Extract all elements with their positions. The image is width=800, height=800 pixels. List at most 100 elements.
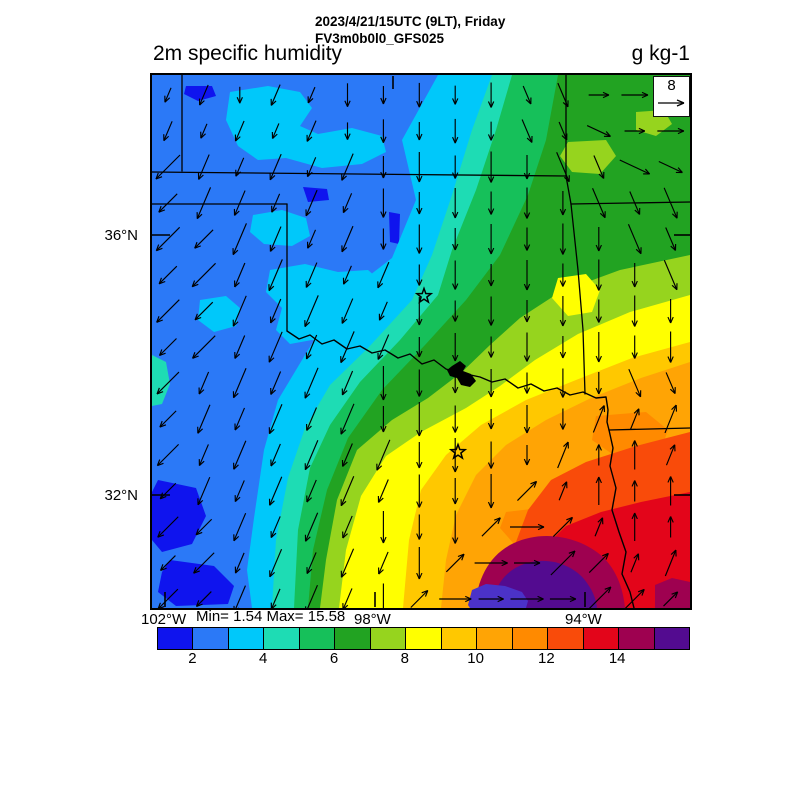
- wind-arrow: [380, 511, 387, 544]
- wind-arrow: [667, 476, 674, 506]
- wind-arrow: [592, 188, 606, 219]
- wind-arrow: [552, 516, 573, 537]
- wind-arrow: [523, 187, 531, 219]
- wind-arrow: [305, 189, 318, 217]
- wind-arrow: [380, 156, 387, 179]
- wind-arrow: [159, 482, 177, 500]
- wind-arrow: [380, 366, 387, 401]
- wind-arrow: [658, 160, 683, 174]
- wind-arrow: [665, 227, 677, 251]
- wind-arrow: [270, 516, 281, 539]
- wind-vector-layer: [155, 82, 685, 608]
- wind-arrow: [621, 91, 649, 99]
- wind-arrow: [628, 368, 642, 398]
- wind-arrow: [667, 299, 674, 324]
- wind-arrow: [416, 547, 423, 580]
- colorbar-cell: [441, 628, 478, 649]
- lat-label-32n: 32°N: [104, 487, 138, 504]
- wind-arrow: [559, 368, 567, 398]
- wind-arrow: [487, 474, 495, 509]
- wind-arrow: [452, 373, 459, 394]
- wind-arrow: [380, 228, 387, 250]
- colorbar-tick-label: 2: [188, 650, 197, 667]
- wind-arrow: [304, 295, 319, 328]
- wind-arrow: [588, 91, 610, 99]
- map-frame: [150, 73, 692, 610]
- wind-arrow: [344, 122, 351, 140]
- wind-arrow: [344, 83, 351, 107]
- colorbar-cell: [370, 628, 407, 649]
- wind-arrow: [416, 224, 423, 254]
- wind-arrow: [594, 517, 604, 537]
- wind-arrow: [445, 553, 465, 573]
- wind-arrow: [595, 259, 602, 291]
- wind-arrow: [487, 264, 495, 287]
- wind-arrow: [306, 552, 317, 575]
- wind-arrow: [200, 123, 208, 139]
- colorbar-cell: [512, 628, 549, 649]
- wind-arrow: [232, 295, 247, 327]
- lat-label-36n: 36°N: [104, 227, 138, 244]
- colorbar-tick-label: 10: [467, 650, 484, 667]
- wind-arrow: [268, 259, 283, 292]
- colorbar-cell: [158, 628, 194, 649]
- wind-arrow: [630, 553, 640, 573]
- wind-arrow: [665, 444, 676, 466]
- wind-arrow: [234, 552, 245, 574]
- wind-arrow: [549, 595, 577, 603]
- city-star-layer: [414, 286, 468, 460]
- wind-arrow: [487, 121, 495, 141]
- wind-arrow: [341, 370, 354, 396]
- humidity-level4-patch: [152, 355, 170, 406]
- wind-arrow: [376, 439, 391, 471]
- wind-arrow: [452, 300, 459, 322]
- wind-arrow: [193, 552, 215, 574]
- wind-arrow: [160, 555, 176, 571]
- wind-arrow: [342, 193, 353, 214]
- wind-arrow: [559, 223, 567, 255]
- wind-arrow: [271, 123, 280, 139]
- wind-arrow: [663, 187, 678, 219]
- valid-time-label: 2023/4/21/15UTC (9LT), Friday: [315, 14, 506, 29]
- wind-arrow: [592, 405, 606, 433]
- wind-arrow: [306, 157, 317, 178]
- wind-arrow: [631, 512, 638, 541]
- reference-vector-arrow-icon: [657, 99, 684, 107]
- reference-vector-value: 8: [667, 77, 676, 94]
- wind-arrow: [510, 595, 544, 603]
- wind-arrow: [521, 119, 533, 143]
- wind-arrow: [192, 335, 216, 359]
- wind-arrow: [624, 588, 645, 608]
- wind-arrow: [478, 595, 504, 603]
- wind-arrow: [487, 336, 495, 358]
- wind-arrow: [452, 85, 459, 105]
- wind-arrow: [452, 260, 459, 290]
- wind-arrow: [196, 187, 212, 220]
- colorbar-tick-labels: 2 4 6 8 10 12 14: [157, 650, 688, 668]
- wind-arrow: [197, 404, 211, 434]
- wind-arrow: [514, 559, 541, 567]
- wind-arrow: [194, 229, 214, 249]
- colorbar-tick-label: 14: [608, 650, 626, 667]
- wind-arrow: [269, 226, 282, 252]
- colorbar-cell: [406, 628, 442, 649]
- wind-arrow: [195, 518, 213, 536]
- wind-arrow: [557, 82, 569, 108]
- wind-arrow: [487, 191, 495, 215]
- colorbar-tick-label: 4: [259, 650, 268, 667]
- wind-arrow: [157, 588, 179, 608]
- wind-arrow: [558, 481, 568, 501]
- wind-arrow: [197, 476, 211, 506]
- wind-arrow: [667, 516, 674, 538]
- wind-arrow: [522, 85, 532, 105]
- wind-arrow: [657, 127, 685, 135]
- wind-arrow: [593, 155, 605, 179]
- wind-arrow: [631, 263, 638, 288]
- wind-arrow: [630, 408, 640, 430]
- wind-arrow: [416, 192, 423, 215]
- wind-arrow: [487, 224, 495, 255]
- humidity-map: [152, 75, 690, 608]
- wind-arrow: [155, 154, 181, 180]
- wind-arrow: [158, 193, 178, 213]
